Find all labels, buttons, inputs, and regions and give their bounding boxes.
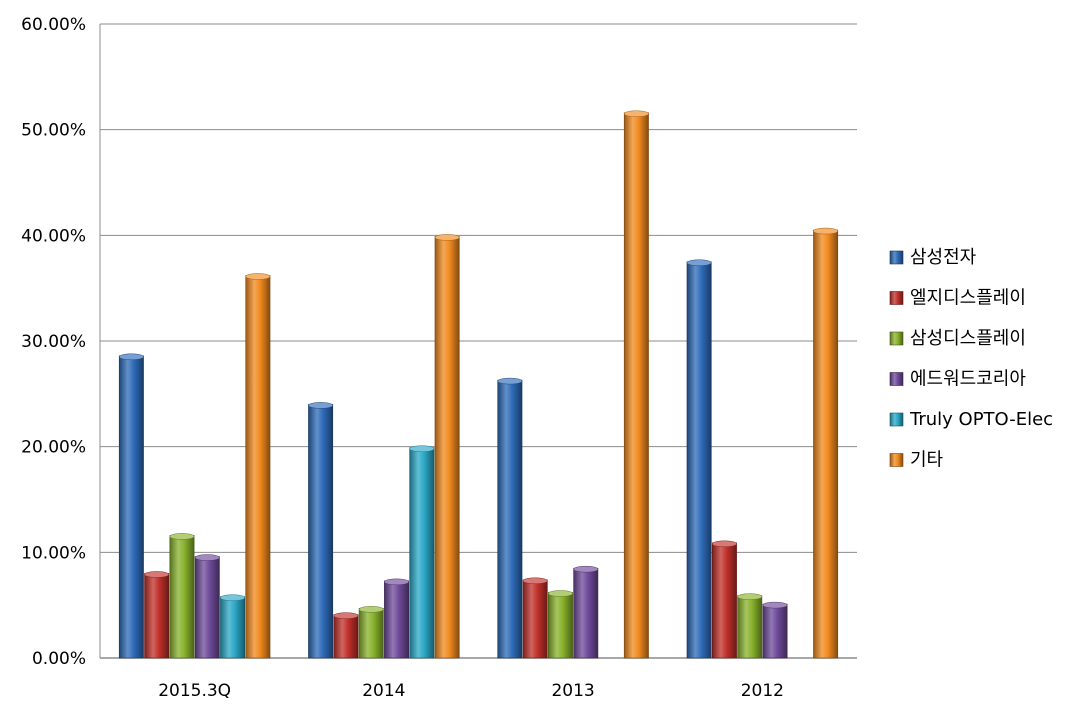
- x-tick-label: 2012: [741, 681, 784, 701]
- legend-item: 에드워드코리아: [889, 369, 1026, 390]
- legend-label: 엘지디스플레이: [910, 288, 1026, 309]
- y-tick-label: 10.00%: [21, 543, 86, 563]
- x-tick-label: 2014: [362, 681, 405, 701]
- category-labels: 2015.3Q 2014 2013 2012: [158, 681, 784, 701]
- x-tick-label: 2015.3Q: [158, 681, 231, 701]
- bar: [762, 601, 788, 659]
- legend-swatch: [889, 331, 904, 346]
- legend-label: Truly OPTO-Elec: [909, 409, 1053, 430]
- y-tick-label: 20.00%: [21, 438, 86, 458]
- legend-swatch: [889, 291, 904, 305]
- legend-swatch: [889, 412, 904, 427]
- legend-item: 삼성전자: [889, 247, 977, 268]
- y-tick-label: 60.00%: [21, 15, 86, 35]
- bar: [737, 593, 763, 659]
- bar: [384, 578, 409, 659]
- bar: [358, 606, 384, 659]
- bar: [333, 612, 359, 659]
- y-tick-label: 50.00%: [21, 121, 86, 141]
- legend-label: 삼성전자: [910, 247, 977, 268]
- x-tick-label: 2013: [551, 681, 594, 701]
- y-tick-label: 30.00%: [21, 332, 86, 352]
- legend-swatch: [889, 250, 904, 265]
- legend-swatch: [889, 372, 904, 386]
- legend-label: 에드워드코리아: [910, 369, 1026, 390]
- bar: [308, 402, 334, 659]
- bar: [522, 577, 548, 659]
- legend-item: 엘지디스플레이: [889, 288, 1026, 309]
- bars: [118, 110, 839, 659]
- legend-label: 삼성디스플레이: [910, 328, 1026, 349]
- bar: [813, 227, 839, 659]
- bar: [194, 554, 220, 659]
- legend-swatch: [889, 453, 904, 467]
- bar: [118, 353, 144, 659]
- legend-item: 삼성디스플레이: [889, 328, 1026, 349]
- bar: [686, 259, 712, 659]
- bar: [497, 377, 523, 659]
- legend-item: Truly OPTO-Elec: [889, 409, 1053, 430]
- legend-item: 기타: [889, 450, 944, 471]
- legend-label: 기타: [910, 450, 944, 471]
- bar: [220, 594, 246, 659]
- y-tick-label: 40.00%: [21, 226, 86, 246]
- bar: [434, 234, 460, 659]
- bar: [144, 571, 170, 659]
- bar: [711, 540, 737, 659]
- bar: [245, 273, 271, 659]
- y-tick-label: 0.00%: [32, 649, 86, 669]
- gridlines: 0.00% 10.00% 20.00% 30.00% 40.00% 50.00% 60.00…: [21, 15, 857, 669]
- bar: [548, 590, 573, 659]
- bar: [409, 445, 435, 659]
- bar: [169, 533, 195, 659]
- bar: [623, 110, 649, 659]
- bar: [573, 565, 599, 659]
